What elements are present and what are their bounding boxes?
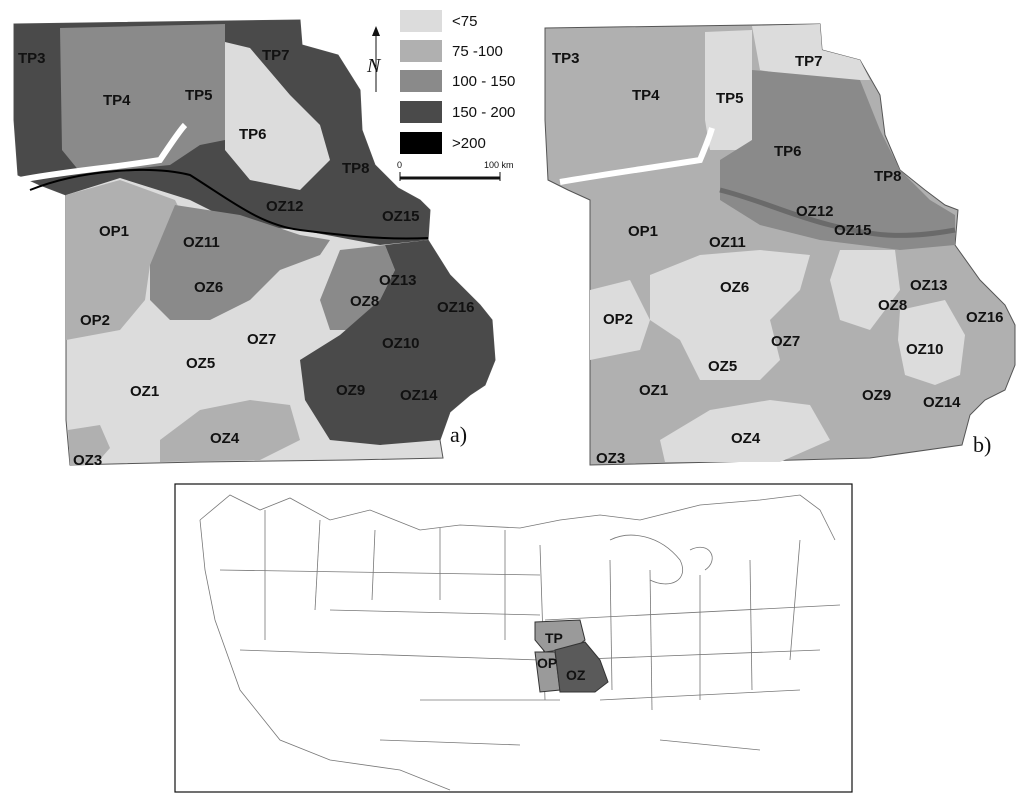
map-a-label: OZ5 — [186, 355, 215, 372]
map-a-label: OZ1 — [130, 383, 159, 400]
map-a-label: OZ12 — [266, 198, 304, 215]
map-b-label: OZ4 — [731, 430, 761, 447]
map-b-region-oz4 — [660, 400, 830, 462]
map-a-river-north — [19, 122, 188, 183]
map-b-region-op2 — [590, 280, 650, 360]
map-a-region-oz8 — [320, 245, 395, 330]
map-a-label: TP6 — [239, 126, 267, 143]
map-b-river-north — [559, 127, 715, 185]
map-b-label: TP8 — [874, 168, 902, 185]
map-a-region-tp4 — [60, 24, 225, 172]
map-a-label: OZ15 — [382, 208, 420, 225]
map-b-region-tp5 — [705, 30, 752, 150]
inset-label: OP — [537, 655, 557, 671]
map-a-label: TP7 — [262, 47, 290, 64]
map-a-label: OP1 — [99, 223, 129, 240]
map-b-label: OZ12 — [796, 203, 834, 220]
map-b-region-tp7 — [752, 24, 870, 80]
legend-swatch — [400, 40, 442, 62]
map-a-label: OZ9 — [336, 382, 365, 399]
inset-map: TP OP OZ — [174, 483, 853, 793]
map-b-label: TP4 — [632, 87, 660, 104]
map-a-region-tp6 — [225, 42, 330, 190]
scale-end: 100 km — [484, 160, 514, 170]
map-a-labels: TP3 TP4 TP5 TP7 TP6 TP8 OZ12 OZ15 OP1 OZ… — [18, 47, 475, 469]
map-b-label: OZ13 — [910, 277, 948, 294]
map-a-label: OZ4 — [210, 430, 240, 447]
map-b-label: OZ9 — [862, 387, 891, 404]
map-b-label: OZ10 — [906, 341, 944, 358]
map-b-label: OP1 — [628, 223, 658, 240]
map-a-panel-label: a) — [450, 422, 467, 447]
map-a-river — [29, 169, 429, 240]
map-b-river — [719, 187, 956, 238]
map-a-label: TP3 — [18, 50, 46, 67]
map-b-label: OZ14 — [923, 394, 961, 411]
legend-label: 75 -100 — [452, 43, 503, 60]
legend: <75 75 -100 100 - 150 150 - 200 >200 — [400, 10, 515, 154]
legend-swatch — [400, 101, 442, 123]
map-b-panel-label: b) — [973, 432, 991, 457]
map-b: b) — [544, 23, 1016, 466]
map-a: a) — [13, 19, 496, 466]
legend-label: >200 — [452, 135, 486, 152]
map-b-region-tp6 — [720, 70, 955, 250]
map-a-region-oz3 — [68, 425, 110, 465]
map-b-label: TP3 — [552, 50, 580, 67]
map-b-label: OZ1 — [639, 382, 668, 399]
inset-label: TP — [545, 630, 563, 646]
map-b-label: TP5 — [716, 90, 744, 107]
scale-bar: 0 100 km — [397, 160, 514, 181]
map-a-label: OZ16 — [437, 299, 475, 316]
map-a-label: TP4 — [103, 92, 131, 109]
legend-swatch — [400, 10, 442, 32]
state-boundaries — [199, 494, 841, 791]
legend-label: 100 - 150 — [452, 73, 515, 90]
map-a-label: TP5 — [185, 87, 213, 104]
map-a-region-op — [66, 180, 195, 340]
map-b-label: OZ5 — [708, 358, 737, 375]
map-a-label: OZ13 — [379, 272, 417, 289]
map-b-label: OZ3 — [596, 450, 625, 467]
north-arrow-icon: N — [366, 26, 382, 92]
map-b-label: OZ8 — [878, 297, 907, 314]
map-a-label: OZ3 — [73, 452, 102, 469]
map-a-region-east-dark — [300, 240, 495, 445]
map-b-label: OZ6 — [720, 279, 749, 296]
inset-label: OZ — [566, 667, 586, 683]
inset-missouri-oz — [554, 641, 609, 693]
map-b-labels: TP3 TP4 TP5 TP7 TP6 TP8 OZ12 OZ15 OP1 OZ… — [552, 50, 1004, 467]
inset-frame — [174, 483, 853, 793]
map-a-region-oz4 — [160, 400, 300, 462]
map-a-label: TP8 — [342, 160, 370, 177]
map-a-label: OZ11 — [183, 234, 220, 251]
map-a-label: OP2 — [80, 312, 110, 329]
legend-swatch — [400, 70, 442, 92]
map-b-label: OZ15 — [834, 222, 872, 239]
legend-label: 150 - 200 — [452, 104, 515, 121]
map-a-region-oz6 — [150, 205, 330, 320]
legend-swatch — [400, 132, 442, 154]
map-b-region-oz10 — [898, 300, 965, 385]
map-b-label: TP6 — [774, 143, 802, 160]
map-b-label: OP2 — [603, 311, 633, 328]
north-arrow-label: N — [366, 55, 382, 77]
map-b-label: OZ16 — [966, 309, 1004, 326]
map-a-label: OZ6 — [194, 279, 223, 296]
map-a-label: OZ8 — [350, 293, 379, 310]
legend-label: <75 — [452, 13, 477, 30]
map-b-region-oz6 — [650, 250, 810, 380]
map-b-label: OZ7 — [771, 333, 800, 350]
map-b-label: OZ11 — [709, 234, 746, 251]
map-b-region-oz8 — [830, 250, 900, 330]
scale-start: 0 — [397, 160, 402, 170]
map-a-label: OZ7 — [247, 331, 276, 348]
map-b-label: TP7 — [795, 53, 823, 70]
map-a-label: OZ14 — [400, 387, 438, 404]
map-a-label: OZ10 — [382, 335, 420, 352]
